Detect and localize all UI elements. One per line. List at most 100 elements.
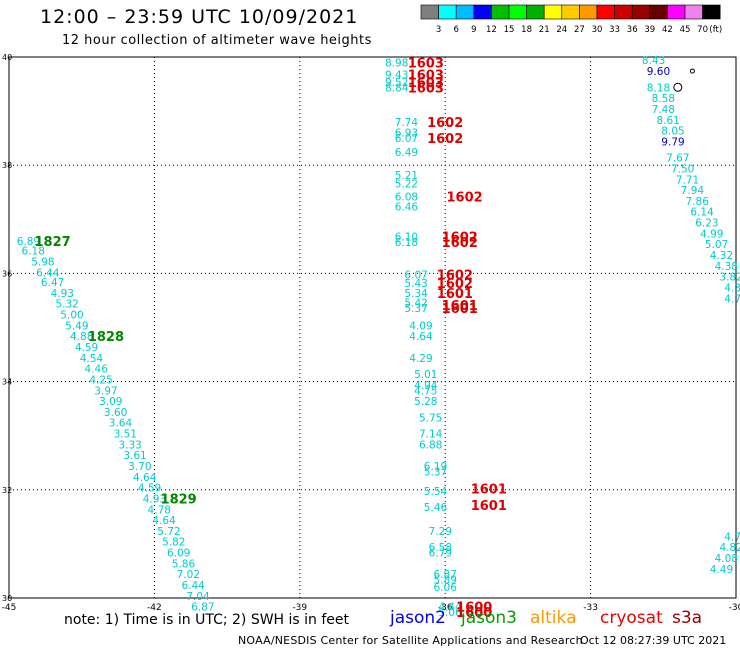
legend-swatch [649,4,668,20]
swh-value-label: 5.37 [424,466,447,478]
x-tick-label: -45 [2,603,17,613]
legend-tick-label: 42 [662,25,673,35]
x-tick-label: -42 [147,603,162,613]
legend-swatch [455,4,475,20]
swh-value-label: 7.86 [686,196,710,208]
swh-value-label: 5.72 [157,526,180,538]
time-label: 1603 [408,56,444,71]
legend-swatch [561,4,580,20]
swh-value-label: 4.64 [409,331,433,343]
swh-value-label: 7.04 [186,591,210,603]
legend-tick-label: 45 [680,25,691,35]
time-label: 1600 [456,601,492,616]
swh-value-label: 3.60 [104,407,127,419]
swh-value-label: 6.06 [434,582,458,594]
swh-value-label: 6.07 [404,269,427,281]
circle-marker-icon [673,82,683,92]
swh-value-label: 6.87 [191,602,214,614]
time-label: 1827 [35,235,71,250]
legend-tick-label: 30 [592,25,603,35]
swh-value-label: 6.79 [429,548,452,560]
legend-tick-label: 12 [486,25,497,35]
swh-value-label: 4.82 [719,542,740,554]
swh-value-label: 4.99 [700,228,723,240]
swh-value-label: 5.54 [424,486,448,498]
swh-value-label: 6.08 [395,192,418,204]
swh-value-label: 6.10 [395,232,418,244]
y-tick-label: 40 [2,53,12,62]
swh-value-label: 7.14 [419,429,443,441]
time-label: 1602 [442,231,478,246]
swh-value-label: 5.82 [162,537,185,549]
swh-value-label: 6.09 [167,548,190,560]
legend-swatch [702,4,721,20]
swh-value-label: 4.93 [143,493,166,505]
time-label: 1600 [456,606,492,621]
swh-value-label: 7.50 [671,163,694,175]
legend-swatch [631,4,651,20]
time-label: 1601 [437,287,473,302]
swh-value-label: 7.94 [681,185,705,197]
swh-value-label: 8.58 [652,93,675,105]
swh-value-label: 8.98 [385,57,408,69]
time-label: 1603 [408,81,444,96]
legend-s3a: s3a [672,608,703,628]
swh-value-label: 9.43 [385,69,408,81]
swh-value-label: 5.46 [424,502,448,514]
legend-tick-label: 18 [521,25,532,35]
legend-swatch [684,4,703,20]
swh-value-label: 3.33 [118,439,141,451]
time-label: 1829 [161,492,197,507]
swh-value-label: 4.75 [414,385,437,397]
swh-value-label: 3.70 [128,461,151,473]
legend-jason2: jason2 [390,608,446,628]
swh-value-label: 6.58 [429,542,452,554]
swh-value-label: 6.23 [695,218,718,230]
swh-value-label: 9.52 [385,77,408,89]
swh-value-label: 4.46 [85,364,109,376]
swh-value-label: 4.09 [409,320,432,332]
swh-value-label: 6.47 [41,277,64,289]
y-tick-label: 36 [2,269,12,278]
swh-value-label: 4.38 [715,261,738,273]
swh-value-label: 4.29 [409,353,432,365]
legend-tick-label: 21 [539,25,550,35]
swh-value-label: 7.74 [395,117,419,129]
legend-swatch [614,4,633,20]
swh-value-label: 5.37 [404,303,427,315]
swh-value-label: 8.05 [661,126,684,138]
legend-tick-label: 36 [627,25,638,35]
swh-value-label: 4.49 [710,564,733,576]
credit-text: NOAA/NESDIS Center for Satellite Applica… [238,634,583,647]
swh-value-label: 4.59 [75,342,98,354]
swh-value-label: 3.51 [114,429,137,441]
time-label: 1602 [437,268,473,283]
time-label: 1602 [427,116,463,131]
legend-swatch [596,4,615,20]
swh-value-label: 3.82 [719,272,740,284]
swh-value-label: 8.61 [656,115,679,127]
legend-tick-label: 24 [556,25,567,35]
swh-value-label: 3.09 [99,396,122,408]
x-tick-label: -33 [583,603,598,613]
swh-value-label: 3.97 [94,385,117,397]
time-label: 1601 [442,299,478,314]
swh-value-label: 5.00 [60,310,83,322]
swh-value-label: 7.02 [177,569,200,581]
swh-value-label: 3.61 [123,450,146,462]
swh-value-label: 4.08 [715,553,738,565]
swh-value-label: 6.44 [36,267,60,279]
swh-value-label: 6.44 [181,580,205,592]
swh-value-label: 6.07 [395,133,418,145]
time-label: 1602 [446,191,482,206]
circle-marker-icon [689,68,695,74]
legend-swatch [438,4,457,20]
time-label: 1603 [408,68,444,83]
time-label: 1602 [427,132,463,147]
legend-swatch [420,4,439,20]
swh-value-label: 4.64 [133,472,157,484]
swh-value-label: 5.32 [55,299,78,311]
legend-swatch [543,4,563,20]
legend-tick-label: 3 [436,25,441,35]
